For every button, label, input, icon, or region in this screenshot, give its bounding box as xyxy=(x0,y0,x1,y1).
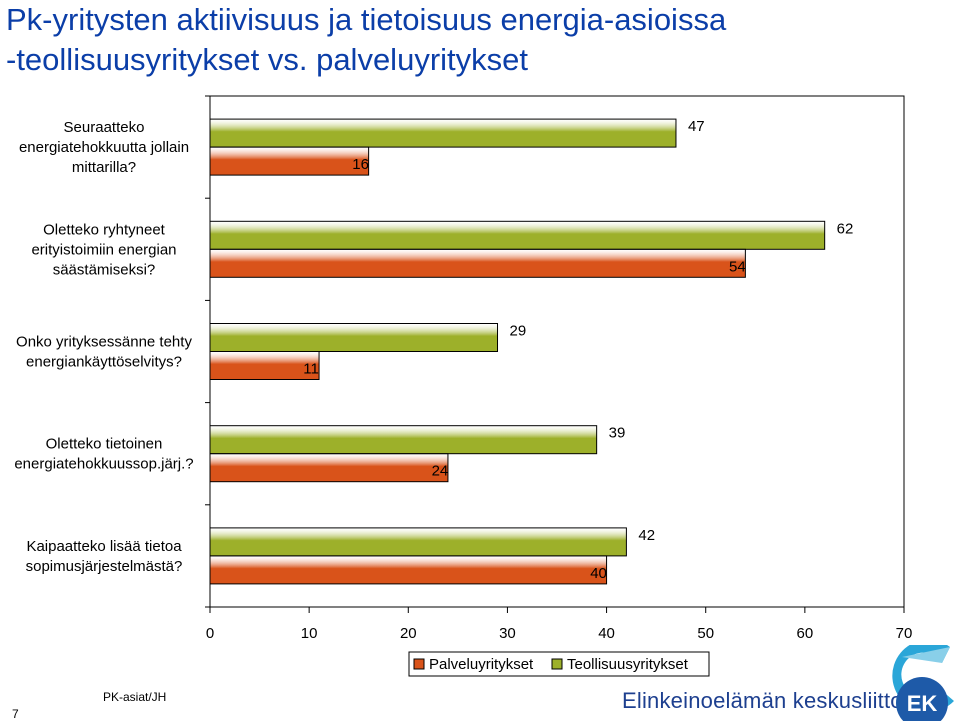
bar-teollisuusyritykset xyxy=(209,323,499,352)
bar-teollisuusyritykset xyxy=(209,425,598,455)
svg-text:EK: EK xyxy=(907,691,938,716)
x-tick-label: 10 xyxy=(301,625,318,642)
category-label: Oletteko tietoinen xyxy=(46,436,163,453)
category-label: Seuraatteko xyxy=(64,119,145,136)
x-tick-label: 0 xyxy=(206,625,214,642)
brand-name: Elinkeinoelämän keskusliitto xyxy=(622,688,903,713)
bar-teollisuusyritykset xyxy=(209,527,627,557)
data-label: 16 xyxy=(352,156,369,173)
bar-palveluyritykset xyxy=(209,248,746,278)
bar-teollisuusyritykset xyxy=(209,118,677,148)
category-label: sopimusjärjestelmästä? xyxy=(26,558,183,575)
category-label: erityistoimiin energian xyxy=(31,241,176,258)
bar-palveluyritykset xyxy=(209,555,608,585)
footer-source: PK-asiat/JH xyxy=(103,690,167,704)
data-label: 62 xyxy=(837,220,854,237)
legend-swatch xyxy=(413,658,425,670)
x-tick-label: 50 xyxy=(697,625,714,642)
x-tick-label: 40 xyxy=(598,625,615,642)
data-label: 11 xyxy=(303,361,319,378)
bar-palveluyritykset xyxy=(209,453,449,483)
category-label: mittarilla? xyxy=(72,159,136,176)
legend-label: Palveluyritykset xyxy=(429,656,534,673)
data-label: 29 xyxy=(510,323,527,340)
category-label: energiatehokkuutta jollain xyxy=(19,139,189,156)
bar-teollisuusyritykset xyxy=(209,220,826,250)
data-label: 42 xyxy=(638,527,655,544)
x-tick-label: 20 xyxy=(400,625,417,642)
data-label: 47 xyxy=(688,118,705,135)
legend-swatch xyxy=(551,658,563,670)
data-label: 40 xyxy=(590,565,607,582)
category-label: säästämiseksi? xyxy=(53,261,156,278)
x-tick-label: 70 xyxy=(896,625,913,642)
bar-palveluyritykset xyxy=(209,351,320,380)
x-tick-label: 60 xyxy=(797,625,814,642)
legend-label: Teollisuusyritykset xyxy=(567,656,689,673)
data-label: 54 xyxy=(729,258,746,275)
category-label: energiankäyttöselvitys? xyxy=(26,354,182,371)
category-label: Kaipaatteko lisää tietoa xyxy=(26,538,182,555)
category-label: Onko yrityksessänne tehty xyxy=(16,334,192,351)
category-label: Oletteko ryhtyneet xyxy=(43,221,166,238)
data-label: 24 xyxy=(432,463,449,480)
page-number: 7 xyxy=(12,707,19,721)
category-label: energiatehokkuussop.järj.? xyxy=(14,456,193,473)
ek-logo-icon: EK xyxy=(892,645,954,721)
x-tick-label: 30 xyxy=(499,625,516,642)
title-line-2: -teollisuusyritykset vs. palveluyritykse… xyxy=(6,42,528,77)
data-label: 39 xyxy=(609,425,626,442)
title-line-1: Pk-yritysten aktiivisuus ja tietoisuus e… xyxy=(6,2,727,37)
slide-title: Pk-yritysten aktiivisuus ja tietoisuus e… xyxy=(6,0,956,80)
bar-palveluyritykset xyxy=(209,146,370,176)
